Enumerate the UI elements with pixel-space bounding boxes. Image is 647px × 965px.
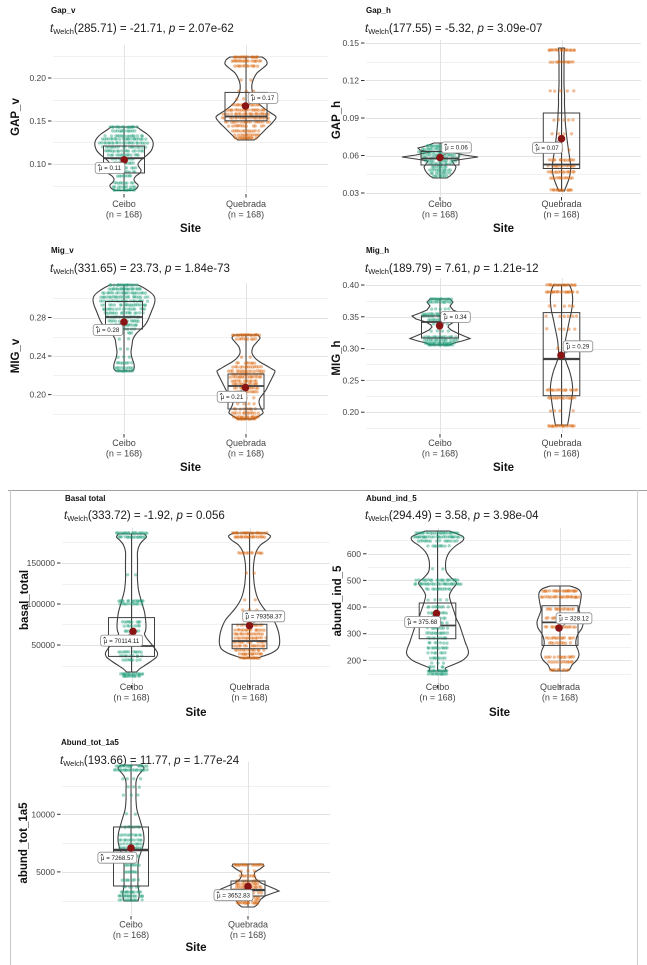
- svg-text:600: 600: [347, 549, 361, 559]
- svg-text:Site: Site: [493, 462, 514, 474]
- svg-text:500: 500: [347, 575, 361, 585]
- svg-text:abund_tot_1a5: abund_tot_1a5: [18, 802, 30, 884]
- svg-text:100000: 100000: [27, 599, 56, 609]
- svg-text:(n = 168): (n = 168): [106, 449, 142, 459]
- svg-text:μ = 0.28: μ = 0.28: [97, 327, 120, 334]
- svg-text:0.15: 0.15: [29, 116, 46, 126]
- svg-text:(n = 168): (n = 168): [543, 210, 579, 220]
- svg-text:μ = 0.29: μ = 0.29: [567, 344, 590, 351]
- svg-text:400: 400: [347, 602, 361, 612]
- svg-text:0.35: 0.35: [342, 312, 359, 322]
- svg-text:(n = 168): (n = 168): [543, 449, 579, 459]
- svg-text:Mig_v: Mig_v: [51, 246, 74, 255]
- svg-text:μ = 328.12: μ = 328.12: [559, 616, 589, 623]
- svg-text:Quebrada: Quebrada: [226, 438, 266, 448]
- svg-text:(n = 168): (n = 168): [228, 449, 264, 459]
- svg-text:Ceibo: Ceibo: [428, 199, 452, 209]
- svg-text:0.15: 0.15: [342, 38, 359, 48]
- svg-text:10000: 10000: [31, 809, 55, 819]
- svg-text:μ = 7268.57: μ = 7268.57: [101, 855, 135, 862]
- svg-text:150000: 150000: [27, 558, 56, 568]
- svg-text:300: 300: [347, 629, 361, 639]
- svg-text:abund_ind_5: abund_ind_5: [332, 565, 344, 637]
- svg-text:tWelch(331.65) = 23.73, p = 1.: tWelch(331.65) = 23.73, p = 1.84e-73: [50, 263, 230, 276]
- svg-text:Site: Site: [185, 942, 206, 954]
- svg-text:Quebrada: Quebrada: [541, 199, 581, 209]
- svg-text:200: 200: [347, 655, 361, 665]
- svg-text:0.10: 0.10: [29, 159, 46, 169]
- svg-text:μ = 375.68: μ = 375.68: [408, 619, 438, 626]
- svg-text:(n = 168): (n = 168): [230, 930, 266, 940]
- svg-text:0.03: 0.03: [342, 188, 359, 198]
- svg-text:Ceibo: Ceibo: [112, 438, 136, 448]
- svg-text:Basal total: Basal total: [65, 494, 105, 503]
- svg-text:Quebrada: Quebrada: [540, 682, 580, 692]
- svg-text:(n = 168): (n = 168): [422, 449, 458, 459]
- svg-text:GAP_h: GAP_h: [331, 101, 343, 139]
- svg-text:0.20: 0.20: [29, 390, 46, 400]
- svg-text:tWelch(177.55) = -5.32, p = 3.: tWelch(177.55) = -5.32, p = 3.09e-07: [365, 23, 542, 36]
- svg-text:Ceibo: Ceibo: [428, 438, 452, 448]
- svg-text:Quebrada: Quebrada: [228, 920, 268, 930]
- svg-text:Ceibo: Ceibo: [119, 920, 143, 930]
- svg-text:GAP_v: GAP_v: [10, 98, 22, 136]
- svg-text:Site: Site: [180, 462, 201, 474]
- svg-text:(n = 168): (n = 168): [419, 693, 455, 703]
- svg-text:tWelch(294.49) = 3.58, p = 3.9: tWelch(294.49) = 3.58, p = 3.98e-04: [365, 510, 539, 523]
- svg-text:Quebrada: Quebrada: [229, 682, 269, 692]
- svg-text:tWelch(189.79) = 7.61, p = 1.2: tWelch(189.79) = 7.61, p = 1.21e-12: [365, 263, 539, 276]
- svg-text:Gap_v: Gap_v: [51, 6, 76, 15]
- svg-text:MIG_v: MIG_v: [10, 338, 22, 373]
- svg-text:(n = 168): (n = 168): [113, 693, 149, 703]
- svg-text:(n = 168): (n = 168): [422, 210, 458, 220]
- svg-text:Site: Site: [180, 223, 201, 235]
- svg-text:0.40: 0.40: [342, 280, 359, 290]
- svg-text:(n = 168): (n = 168): [231, 693, 267, 703]
- svg-text:(n = 168): (n = 168): [106, 210, 142, 220]
- svg-text:5000: 5000: [36, 867, 55, 877]
- svg-text:Quebrada: Quebrada: [226, 199, 266, 209]
- svg-text:MIG_h: MIG_h: [331, 340, 343, 375]
- svg-text:0.09: 0.09: [342, 113, 359, 123]
- svg-text:μ = 70114.11: μ = 70114.11: [104, 638, 140, 645]
- svg-text:(n = 168): (n = 168): [228, 210, 264, 220]
- svg-text:0.12: 0.12: [342, 76, 359, 86]
- svg-text:Gap_h: Gap_h: [366, 6, 391, 15]
- svg-text:tWelch(193.66) = 11.77, p = 1.: tWelch(193.66) = 11.77, p = 1.77e-24: [60, 755, 240, 768]
- svg-text:μ = 0.07: μ = 0.07: [536, 145, 559, 152]
- svg-text:tWelch(285.71) = -21.71, p = 2: tWelch(285.71) = -21.71, p = 2.07e-62: [50, 23, 234, 36]
- svg-text:Mig_h: Mig_h: [366, 246, 389, 255]
- svg-text:0.28: 0.28: [29, 313, 46, 323]
- svg-text:μ = 0.17: μ = 0.17: [252, 95, 275, 102]
- svg-text:μ = 0.21: μ = 0.21: [221, 394, 244, 401]
- svg-text:Abund_ind_5: Abund_ind_5: [366, 494, 417, 503]
- svg-text:basal_total: basal_total: [19, 570, 31, 630]
- svg-text:Ceibo: Ceibo: [120, 682, 144, 692]
- svg-text:0.20: 0.20: [342, 407, 359, 417]
- svg-text:(n = 168): (n = 168): [542, 693, 578, 703]
- svg-text:tWelch(333.72) = -1.92, p = 0.: tWelch(333.72) = -1.92, p = 0.056: [64, 510, 225, 523]
- svg-text:μ = 0.06: μ = 0.06: [445, 145, 468, 152]
- svg-text:Quebrada: Quebrada: [541, 438, 581, 448]
- svg-text:Site: Site: [185, 707, 206, 719]
- svg-text:Ceibo: Ceibo: [112, 199, 136, 209]
- svg-text:μ = 3652.83: μ = 3652.83: [217, 892, 251, 899]
- svg-text:μ = 0.11: μ = 0.11: [99, 165, 122, 172]
- svg-text:0.24: 0.24: [29, 351, 46, 361]
- svg-text:Site: Site: [493, 223, 514, 235]
- svg-text:Site: Site: [489, 707, 510, 719]
- svg-text:0.25: 0.25: [342, 375, 359, 385]
- svg-text:50000: 50000: [31, 640, 55, 650]
- svg-text:0.20: 0.20: [29, 73, 46, 83]
- svg-text:0.06: 0.06: [342, 151, 359, 161]
- svg-text:Abund_tot_1a5: Abund_tot_1a5: [61, 738, 119, 747]
- svg-text:0.30: 0.30: [342, 344, 359, 354]
- svg-text:Ceibo: Ceibo: [426, 682, 450, 692]
- svg-text:(n = 168): (n = 168): [113, 930, 149, 940]
- svg-text:μ = 0.34: μ = 0.34: [444, 314, 467, 321]
- svg-text:μ = 79358.37: μ = 79358.37: [245, 614, 282, 621]
